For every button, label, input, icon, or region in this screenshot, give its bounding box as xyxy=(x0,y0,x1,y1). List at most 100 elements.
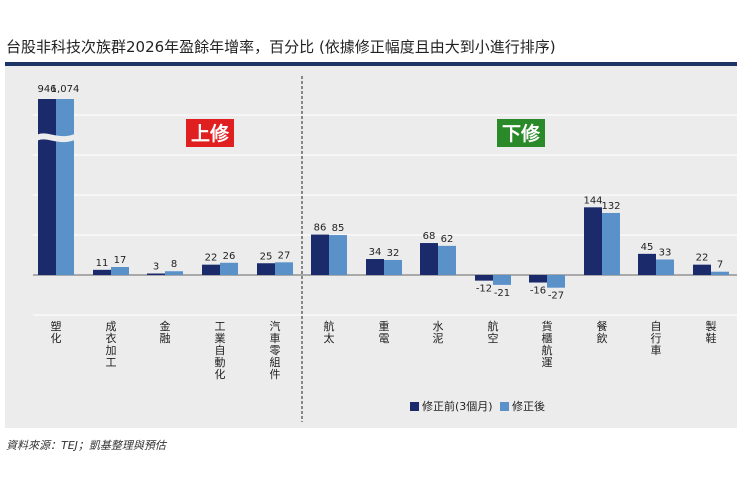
category-label-char: 金 xyxy=(160,319,171,333)
bar-after xyxy=(329,235,347,275)
value-label: 45 xyxy=(641,242,654,253)
category-label-char: 飲 xyxy=(597,331,608,345)
value-label: 1,074 xyxy=(51,84,80,95)
category-label-char: 太 xyxy=(324,332,335,345)
bar-before xyxy=(638,253,656,275)
category-label-char: 航 xyxy=(488,319,499,333)
bar-after xyxy=(56,99,74,275)
bar-before xyxy=(311,234,329,275)
category-label-char: 空 xyxy=(488,331,499,345)
source-note: 資料來源：TEJ；凱基整理與預估 xyxy=(6,439,166,452)
bar-after xyxy=(547,275,565,288)
bar-before xyxy=(147,273,165,275)
category-label-char: 電 xyxy=(379,332,390,345)
category-label-char: 泥 xyxy=(433,332,444,345)
value-label: 132 xyxy=(601,201,620,212)
bar-before xyxy=(420,243,438,275)
category-label-char: 製 xyxy=(706,319,717,333)
category-label-char: 水 xyxy=(433,320,444,333)
value-label: 17 xyxy=(114,255,127,266)
bar-before xyxy=(93,269,111,275)
legend-label: 修正後 xyxy=(512,399,545,413)
category-label-char: 自 xyxy=(215,344,226,357)
value-label: 946 xyxy=(37,84,56,95)
value-label: 3 xyxy=(153,262,159,273)
category-label-char: 塑 xyxy=(51,319,62,333)
value-label: 32 xyxy=(387,248,400,259)
category-label-char: 成 xyxy=(106,320,117,333)
bar-before xyxy=(38,99,56,275)
value-label: 22 xyxy=(696,253,709,264)
value-label: 85 xyxy=(332,223,345,234)
badge-downward-revision xyxy=(497,119,545,147)
category-label-char: 鞋 xyxy=(706,331,717,345)
badge-upward-revision xyxy=(186,119,234,147)
category-label-char: 餐 xyxy=(597,319,608,333)
bar-after xyxy=(711,271,729,275)
category-label-char: 業 xyxy=(215,332,226,345)
category-label-char: 工 xyxy=(106,356,117,369)
bar-after xyxy=(111,267,129,275)
category-label-char: 櫃 xyxy=(542,331,553,345)
category-label-char: 加 xyxy=(106,344,117,357)
value-label: 144 xyxy=(583,195,602,206)
title-rule xyxy=(5,62,737,66)
value-label: 22 xyxy=(205,253,218,264)
bar-after xyxy=(493,275,511,285)
value-label: 8 xyxy=(171,259,177,270)
category-label-char: 組 xyxy=(270,356,281,369)
category-label-char: 運 xyxy=(542,356,553,369)
bar-before xyxy=(366,259,384,275)
legend-swatch xyxy=(500,402,509,411)
value-label: -16 xyxy=(530,286,546,297)
category-label-char: 衣 xyxy=(106,331,117,345)
value-label: 34 xyxy=(369,247,382,258)
badge-upward-revision-text: 上修 xyxy=(191,122,230,145)
value-label: 25 xyxy=(260,251,273,262)
legend-swatch xyxy=(410,402,419,411)
value-label: 33 xyxy=(659,247,672,258)
value-label: -12 xyxy=(476,284,492,295)
bar-after xyxy=(220,262,238,275)
bar-after xyxy=(656,259,674,275)
bar-after xyxy=(602,212,620,275)
bar-before xyxy=(584,207,602,275)
bar-before xyxy=(475,275,493,281)
value-label: -27 xyxy=(548,291,564,302)
bar-before xyxy=(529,275,547,283)
category-label-char: 件 xyxy=(270,368,281,381)
category-label-char: 車 xyxy=(651,343,662,357)
value-label: 68 xyxy=(423,231,436,242)
value-label: 7 xyxy=(717,260,723,271)
bar-after xyxy=(275,262,293,275)
category-label-char: 零 xyxy=(270,344,281,357)
badge-downward-revision-text: 下修 xyxy=(502,122,541,145)
category-label-char: 航 xyxy=(324,319,335,333)
value-label: 62 xyxy=(441,234,454,245)
category-label-char: 行 xyxy=(651,332,662,345)
bar-after xyxy=(438,245,456,275)
chart-title: 台股非科技次族群2026年盈餘年增率，百分比 (依據修正幅度且由大到小進行排序) xyxy=(6,38,556,56)
value-label: -21 xyxy=(494,288,510,299)
bar-before xyxy=(693,264,711,275)
bar-after xyxy=(165,271,183,275)
category-label-char: 重 xyxy=(379,319,390,333)
axis-break-mark xyxy=(35,133,77,143)
category-label-char: 工 xyxy=(215,320,226,333)
category-label-char: 化 xyxy=(51,331,62,345)
category-label-char: 動 xyxy=(215,355,226,369)
category-label-char: 航 xyxy=(542,343,553,357)
category-label-char: 自 xyxy=(651,320,662,333)
value-label: 26 xyxy=(223,251,236,262)
value-label: 86 xyxy=(314,223,327,234)
category-label-char: 化 xyxy=(215,367,226,381)
value-label: 11 xyxy=(96,258,109,269)
bar-before xyxy=(202,264,220,275)
category-label-char: 貨 xyxy=(542,319,553,333)
bar-before xyxy=(257,263,275,275)
value-label: 27 xyxy=(278,250,291,261)
category-label-char: 汽 xyxy=(270,319,281,333)
category-label-char: 車 xyxy=(270,331,281,345)
legend-label: 修正前(3個月) xyxy=(422,399,493,413)
